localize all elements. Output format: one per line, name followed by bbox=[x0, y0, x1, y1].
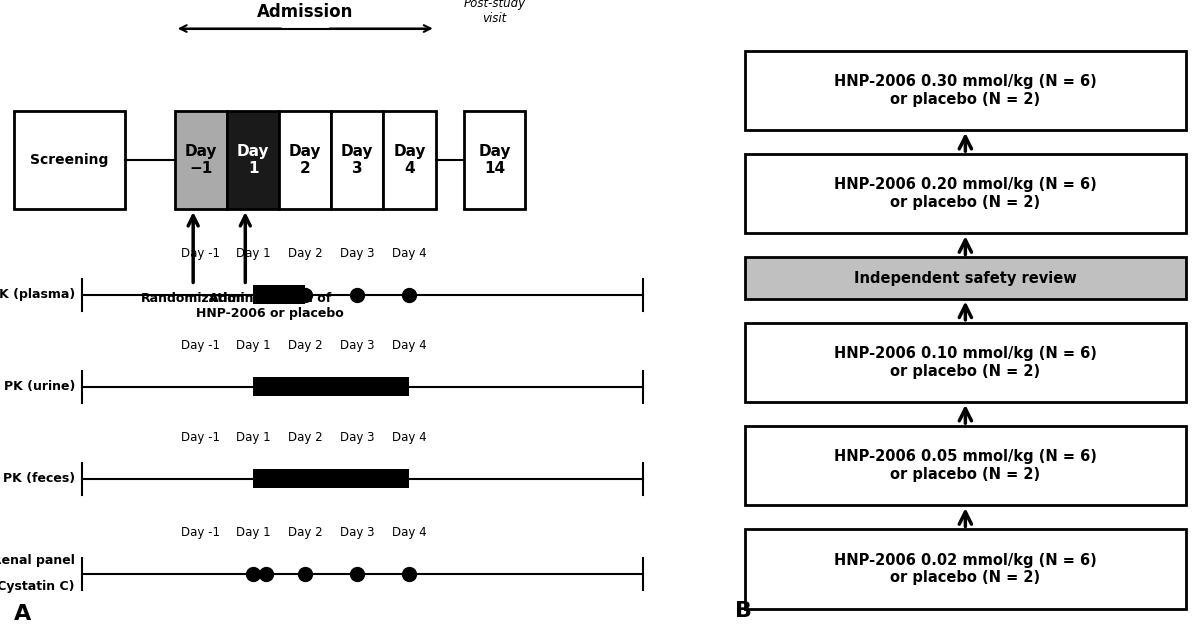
Bar bbox=[175, 111, 227, 209]
Text: HNP-2006 0.30 mmol/kg (N = 6)
or placebo (N = 2): HNP-2006 0.30 mmol/kg (N = 6) or placebo… bbox=[834, 74, 1097, 107]
Bar bbox=[464, 111, 524, 209]
Text: Day 1: Day 1 bbox=[236, 339, 270, 352]
Text: Day 4: Day 4 bbox=[392, 526, 427, 539]
Text: HNP-2006 0.10 mmol/kg (N = 6)
or placebo (N = 2): HNP-2006 0.10 mmol/kg (N = 6) or placebo… bbox=[834, 346, 1097, 378]
Point bbox=[400, 569, 419, 579]
Text: Day 3: Day 3 bbox=[340, 430, 374, 444]
Text: (BUN/Cr/Cystatin C): (BUN/Cr/Cystatin C) bbox=[0, 580, 74, 593]
Text: Day
3: Day 3 bbox=[341, 144, 373, 176]
Text: Day
−1: Day −1 bbox=[185, 144, 217, 176]
Text: Day
2: Day 2 bbox=[289, 144, 322, 176]
Bar bbox=[253, 469, 409, 488]
Text: Day 1: Day 1 bbox=[236, 526, 270, 539]
Bar bbox=[253, 285, 305, 304]
Text: Day 2: Day 2 bbox=[288, 247, 323, 260]
Text: HNP-2006 0.05 mmol/kg (N = 6)
or placebo (N = 2): HNP-2006 0.05 mmol/kg (N = 6) or placebo… bbox=[834, 450, 1097, 482]
Text: A: A bbox=[14, 604, 31, 624]
Point bbox=[348, 290, 367, 300]
Text: PK (urine): PK (urine) bbox=[4, 380, 74, 393]
Bar bbox=[331, 111, 384, 209]
Text: Randomization: Randomization bbox=[140, 292, 246, 305]
Text: Day
4: Day 4 bbox=[394, 144, 426, 176]
Text: Day 2: Day 2 bbox=[288, 526, 323, 539]
Bar bbox=[745, 529, 1186, 609]
Point bbox=[244, 569, 263, 579]
Bar bbox=[745, 426, 1186, 505]
Point bbox=[257, 569, 276, 579]
Text: Day 1: Day 1 bbox=[236, 247, 270, 260]
Text: Day 1: Day 1 bbox=[236, 430, 270, 444]
Text: Day 4: Day 4 bbox=[392, 247, 427, 260]
Text: Day 3: Day 3 bbox=[340, 339, 374, 352]
Point bbox=[400, 290, 419, 300]
Text: Post-study
visit: Post-study visit bbox=[463, 0, 526, 25]
Text: Day 3: Day 3 bbox=[340, 526, 374, 539]
Bar bbox=[14, 111, 125, 209]
Text: HNP-2006 0.20 mmol/kg (N = 6)
or placebo (N = 2): HNP-2006 0.20 mmol/kg (N = 6) or placebo… bbox=[834, 178, 1097, 210]
Text: Day
1: Day 1 bbox=[236, 144, 269, 176]
Text: Admission: Admission bbox=[257, 3, 354, 21]
Text: Day -1: Day -1 bbox=[181, 430, 221, 444]
Text: Day 4: Day 4 bbox=[392, 430, 427, 444]
Text: Screening: Screening bbox=[30, 153, 109, 167]
Point bbox=[295, 290, 314, 300]
Text: Day 4: Day 4 bbox=[392, 339, 427, 352]
Text: Day -1: Day -1 bbox=[181, 526, 221, 539]
Bar bbox=[745, 323, 1186, 402]
Bar bbox=[253, 377, 409, 396]
Text: Day 2: Day 2 bbox=[288, 339, 323, 352]
Text: Day
14: Day 14 bbox=[478, 144, 511, 176]
Text: PK (feces): PK (feces) bbox=[2, 472, 74, 485]
Bar bbox=[384, 111, 436, 209]
Text: Day 3: Day 3 bbox=[340, 247, 374, 260]
Text: Renal panel: Renal panel bbox=[0, 554, 74, 567]
Text: Administration of
HNP-2006 or placebo: Administration of HNP-2006 or placebo bbox=[197, 292, 344, 320]
Bar bbox=[745, 154, 1186, 233]
Bar bbox=[227, 111, 280, 209]
Text: Independent safety review: Independent safety review bbox=[854, 271, 1076, 285]
Bar bbox=[745, 51, 1186, 130]
Bar bbox=[280, 111, 331, 209]
Point bbox=[295, 569, 314, 579]
Bar bbox=[745, 257, 1186, 299]
Text: HNP-2006 0.02 mmol/kg (N = 6)
or placebo (N = 2): HNP-2006 0.02 mmol/kg (N = 6) or placebo… bbox=[834, 553, 1097, 585]
Text: Day -1: Day -1 bbox=[181, 339, 221, 352]
Text: Day 2: Day 2 bbox=[288, 430, 323, 444]
Point bbox=[348, 569, 367, 579]
Text: B: B bbox=[736, 601, 752, 621]
Text: Day -1: Day -1 bbox=[181, 247, 221, 260]
Text: PK (plasma): PK (plasma) bbox=[0, 288, 74, 301]
